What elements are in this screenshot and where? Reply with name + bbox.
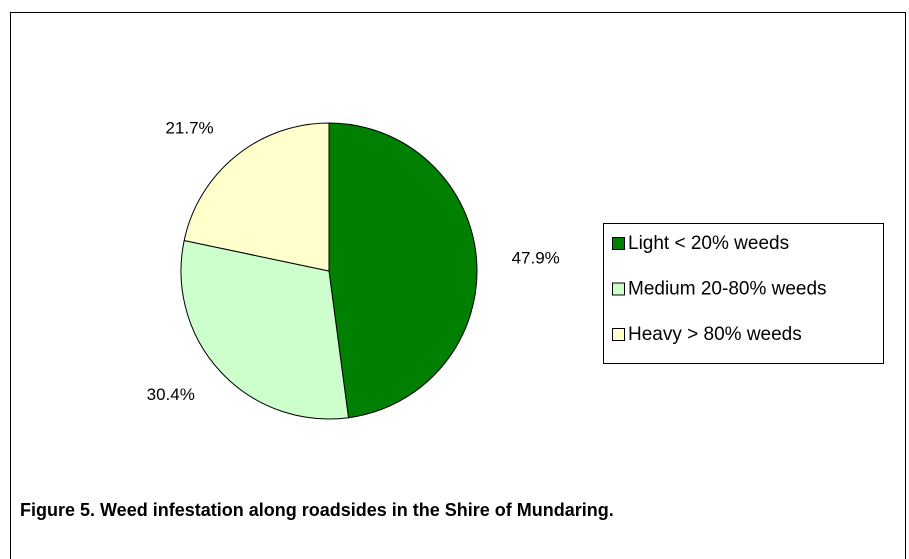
legend-label: Light < 20% weeds xyxy=(628,233,789,254)
slice-label: 21.7% xyxy=(165,118,213,137)
pie-slice xyxy=(180,239,350,420)
slice-label: 47.9% xyxy=(512,248,560,267)
legend-swatch xyxy=(612,282,625,296)
legend-box xyxy=(603,223,884,364)
legend-label: Medium 20-80% weeds xyxy=(628,279,827,300)
pie-slice xyxy=(183,122,330,272)
slice-label: 30.4% xyxy=(147,385,195,404)
pie-slice xyxy=(328,122,478,419)
legend-swatch xyxy=(612,237,625,250)
chart-title: Figure 5. Weed infestation along roadsid… xyxy=(20,500,614,520)
legend-swatch xyxy=(612,328,625,341)
legend-label: Heavy > 80% weeds xyxy=(628,324,802,345)
